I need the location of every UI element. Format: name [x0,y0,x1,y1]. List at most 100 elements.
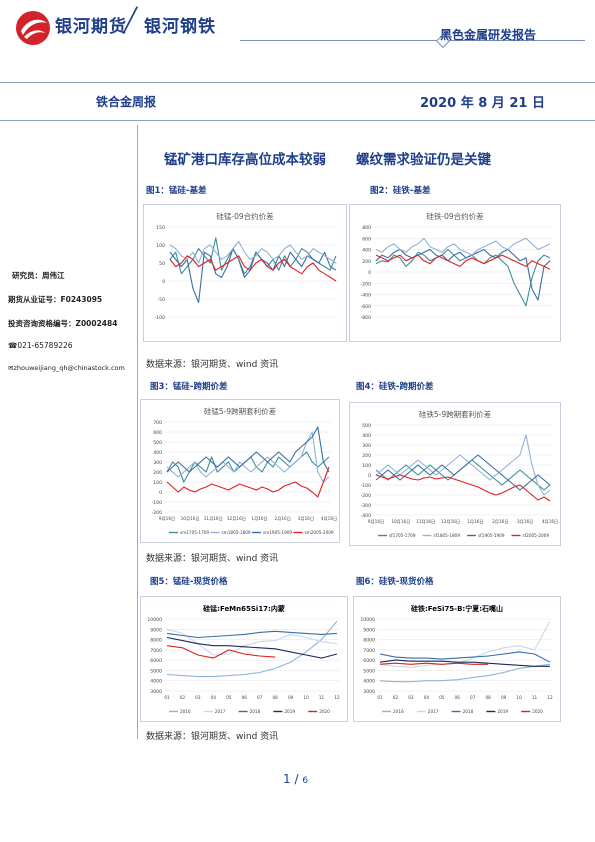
fig3-y-tick: -100 [152,500,163,506]
title-band-bottom-rule [0,120,595,121]
title-band-top-rule [0,82,595,83]
fig3-y-tick: -200 [152,510,163,516]
fig5-series-2017 [166,628,338,656]
fig4-x-tick: 12月16日 [441,519,460,525]
fig5-chart: 硅锰:FeMn65Si17:内蒙 3000 4000 5000 6000 7000 8000… [140,596,348,722]
fig5-y-tick: 7000 [150,648,162,654]
fig3-legend-label: sm1805-1809 [222,530,251,535]
fig5-title: 硅锰:FeMn65Si17:内蒙 [203,604,285,613]
advisor-license: 投资咨询资格编号：Z0002484 [8,319,118,328]
fig6-y-tick: 6000 [363,658,375,664]
fig2-y-tick: 600 [362,236,371,242]
fig5-y-tick: 4000 [150,679,162,685]
fig2-series-3 [375,254,551,270]
fig1-y-tick: 150 [156,225,165,231]
fig2-y-tick: 400 [362,248,371,254]
fig3-caption: 图3：锰硅-跨期价差 [150,382,228,392]
fig3-legend-label: sm1705-1709 [180,530,209,535]
fig5-legend-label: 2017 [215,709,226,714]
fig5-y-tick: 3000 [150,689,162,695]
fig6-x-tick: 12 [547,695,553,700]
brand-name-futures: 银河期货 [55,17,127,37]
sidebar-divider [137,125,138,739]
fig1-series-2 [169,240,337,264]
data-source-2: 数据来源：银河期货、wind 资讯 [146,554,279,564]
fig5-x-tick: 04 [211,695,217,700]
fig5-y-tick: 8000 [150,638,162,644]
fig4-y-tick: 0 [368,473,371,479]
fig4-x-tick: 1月16日 [467,519,483,525]
fig1-series-3 [169,255,337,282]
fig6-x-tick: 09 [501,695,507,700]
page-total: 6 [302,776,309,786]
headline-right: 螺纹需求验证仍是关键 [356,152,491,168]
fig4-series-sf1905-1909 [375,454,551,491]
fig3-x-tick: 11月16日 [204,516,223,522]
fig1-y-tick: -50 [157,297,165,303]
fig6-series-2016 [379,663,551,683]
analyst-name: 研究员：周伟江 [12,271,65,280]
fig6-x-tick: 11 [532,695,538,700]
fig3-y-tick: 100 [153,480,162,486]
fig6-caption: 图6：硅铁-现货价格 [356,577,434,587]
fig5-x-tick: 08 [273,695,279,700]
fig5-x-tick: 10 [303,695,309,700]
fig6-legend-label: 2018 [463,709,474,714]
fig4-series-sf2005-2009 [375,474,551,502]
fig2-y-tick: -800 [361,315,372,321]
fig6-x-tick: 05 [439,695,445,700]
fig2-y-tick: -200 [361,281,372,287]
fig2-series-2 [375,237,551,256]
fig4-title: 硅铁5-9跨期套利价差 [419,409,492,419]
fig4-chart: 硅铁5-9跨期套利价差 -400 -300 -200 -100 0 100 200 300 400… [349,402,561,546]
analyst-email[interactable]: ✉zhouweijiang_qh@chinastock.com [8,364,125,372]
fig2-title: 硅铁-09合约价差 [426,211,484,221]
fig6-x-tick: 08 [486,695,492,700]
fig3-x-tick: 10月16日 [181,516,200,522]
fig5-x-tick: 11 [319,695,325,700]
fig5-legend-label: 2018 [250,709,261,714]
fig3-x-tick: 1月16日 [251,516,267,522]
fig3-chart: 硅锰5-9跨期套利价差 -200 -100 0 100 200 300 400 500 600 70… [140,399,340,543]
fig4-series-sf1805-1809 [375,434,551,496]
fig4-x-tick: 10月16日 [391,519,410,525]
fig3-series-sm1705-1709 [166,451,330,483]
fig3-series-sm1805-1809 [166,431,330,483]
fig4-x-tick: 4月16日 [542,519,558,525]
fig1-y-tick: 100 [156,243,165,249]
futures-license: 期货从业证号：F0243095 [8,295,103,304]
fig6-y-tick: 8000 [363,638,375,644]
fig1-chart: 硅锰-09合约价差 -100 -50 0 50 100 150 [143,204,347,342]
fig4-y-tick: 100 [362,463,371,469]
fig6-legend-label: 2016 [393,709,404,714]
fig1-title: 硅锰-09合约价差 [216,211,274,221]
report-type: 铁合金周报 [96,95,157,109]
fig1-series-1 [169,248,337,304]
report-date: 2020 年 8 月 21 日 [420,96,545,111]
page-separator: / [294,772,299,786]
fig1-caption: 图1：锰硅-基差 [146,186,207,196]
fig5-y-tick: 5000 [150,668,162,674]
fig5-series-2016 [166,620,338,678]
fig4-y-tick: 400 [362,433,371,439]
page-current: 1 [283,772,291,786]
fig5-y-tick: 9000 [150,627,162,633]
fig2-series-1 [375,248,551,301]
fig6-y-tick: 7000 [363,648,375,654]
fig6-x-tick: 02 [393,695,399,700]
fig6-y-tick: 3000 [363,689,375,695]
fig5-x-tick: 05 [226,695,232,700]
fig6-x-tick: 10 [516,695,522,700]
galaxy-logo-icon [16,11,50,45]
fig2-y-tick: -600 [361,304,372,310]
fig3-y-tick: 300 [153,460,162,466]
fig4-y-tick: 500 [362,423,371,429]
fig2-y-tick: 0 [368,270,371,276]
fig1-y-tick: -100 [155,315,166,321]
report-series-title: 黑色金属研发报告 [440,28,537,42]
fig6-x-tick: 03 [408,695,414,700]
fig4-x-tick: 11月16日 [416,519,435,525]
headline-left: 锰矿港口库存高位成本较弱 [164,152,326,168]
fig2-y-tick: -400 [361,293,372,299]
fig3-y-tick: 600 [153,430,162,436]
